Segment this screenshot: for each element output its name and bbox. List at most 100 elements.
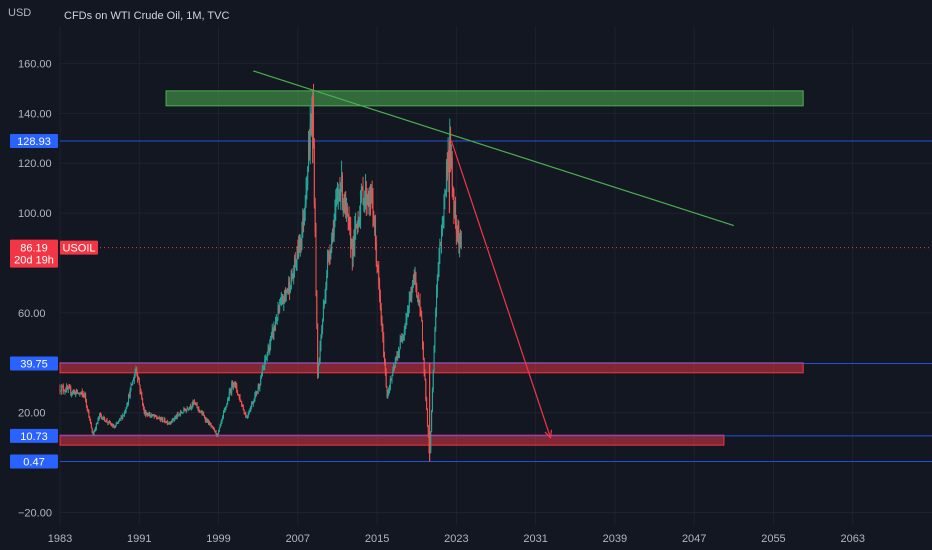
candle-body xyxy=(322,320,324,330)
candle-body xyxy=(90,423,92,428)
candle-body xyxy=(276,319,278,322)
candle-body xyxy=(431,388,433,411)
candle-body xyxy=(104,416,106,421)
candle-body xyxy=(275,322,277,327)
candle-body xyxy=(303,208,305,222)
candle-body xyxy=(226,403,228,407)
candle-body xyxy=(420,308,422,316)
candle-body xyxy=(346,206,348,215)
candle-body xyxy=(131,384,133,386)
candle-body xyxy=(315,231,317,291)
candle-body xyxy=(412,276,414,281)
candle-body xyxy=(456,233,458,234)
candle-body xyxy=(108,421,110,423)
candle-body xyxy=(358,217,360,225)
y-axis[interactable]: 160.00 140.00 120.00 100.00 60.00 20.00 −20.00 xyxy=(18,58,52,519)
candle-body xyxy=(378,270,380,285)
candle-body xyxy=(255,391,257,395)
candle-body xyxy=(187,408,189,410)
candle-body xyxy=(158,416,160,419)
candle-body xyxy=(382,326,384,338)
candle-body xyxy=(79,393,81,395)
candle-body xyxy=(66,386,68,392)
candle-body xyxy=(170,422,172,424)
candle-body xyxy=(190,406,192,408)
candle-body xyxy=(163,418,165,422)
candle-body xyxy=(332,229,334,237)
candle-body xyxy=(351,243,353,260)
candle-body xyxy=(95,428,97,430)
candle-body xyxy=(286,291,288,293)
candle-body xyxy=(328,252,330,255)
x-tick-label: 2015 xyxy=(365,533,389,545)
candle-body xyxy=(360,186,362,202)
support-zone xyxy=(59,362,804,374)
candle-body xyxy=(300,239,302,242)
candle-body xyxy=(106,419,108,423)
candle-body xyxy=(421,315,423,322)
candle-body xyxy=(197,407,199,409)
candle-body xyxy=(396,356,398,359)
candle-body xyxy=(343,200,345,208)
candle-body xyxy=(385,372,387,387)
candle-body xyxy=(110,424,112,425)
candle-body xyxy=(445,167,447,190)
levels-layer xyxy=(60,140,932,462)
candle-body xyxy=(363,200,365,206)
candle-body xyxy=(259,384,261,388)
x-tick-label: 2063 xyxy=(840,533,864,545)
candle-body xyxy=(86,405,88,410)
candle-body xyxy=(452,186,454,192)
candle-body xyxy=(142,398,144,406)
x-axis[interactable]: 1983 1991 1999 2007 2015 2023 2031 2039 2047 2055… xyxy=(48,533,865,545)
candle-body xyxy=(199,409,201,412)
level-badge-text: 10.73 xyxy=(20,431,48,443)
candle-body xyxy=(403,329,405,336)
zones-layer xyxy=(59,90,804,446)
x-tick-label: 2031 xyxy=(523,533,547,545)
candle-body xyxy=(238,394,240,397)
candle-body xyxy=(220,422,222,425)
candle-body xyxy=(196,403,198,409)
candle-body xyxy=(417,295,419,297)
candle-body xyxy=(256,390,258,394)
candle-body xyxy=(173,419,175,421)
candle-body xyxy=(443,197,445,218)
x-tick-label: 2039 xyxy=(603,533,627,545)
candle-body xyxy=(395,358,397,363)
candle-body xyxy=(235,382,237,385)
candle-body xyxy=(72,391,74,393)
candle-body xyxy=(346,206,348,209)
candle-body xyxy=(113,425,115,428)
y-tick-label: 20.00 xyxy=(18,408,46,420)
candle-body xyxy=(294,258,296,264)
candle-body xyxy=(135,369,137,373)
current-price-text: 86.19 xyxy=(20,243,48,255)
candle-body xyxy=(292,275,294,278)
candle-body xyxy=(384,362,386,373)
candle-body xyxy=(137,372,139,379)
candle-body xyxy=(392,369,394,376)
candle-body xyxy=(114,427,115,429)
candle-body xyxy=(386,386,388,397)
candle-body xyxy=(160,418,162,420)
candle-body xyxy=(69,387,71,389)
candle-body xyxy=(327,258,329,276)
candle-body xyxy=(261,368,263,377)
candle-body xyxy=(307,166,309,185)
candle-body xyxy=(430,431,432,453)
candle-body xyxy=(365,188,367,197)
candle-body xyxy=(423,357,425,373)
trend-line[interactable] xyxy=(253,70,735,227)
candle-body xyxy=(407,309,409,317)
projection-arrow[interactable] xyxy=(450,140,552,438)
candle-body xyxy=(289,281,291,292)
candle-body xyxy=(416,285,418,297)
candle-body xyxy=(426,409,428,427)
candle-body xyxy=(153,415,155,417)
x-tick-label: 1991 xyxy=(127,533,151,545)
candle-body xyxy=(182,412,184,414)
